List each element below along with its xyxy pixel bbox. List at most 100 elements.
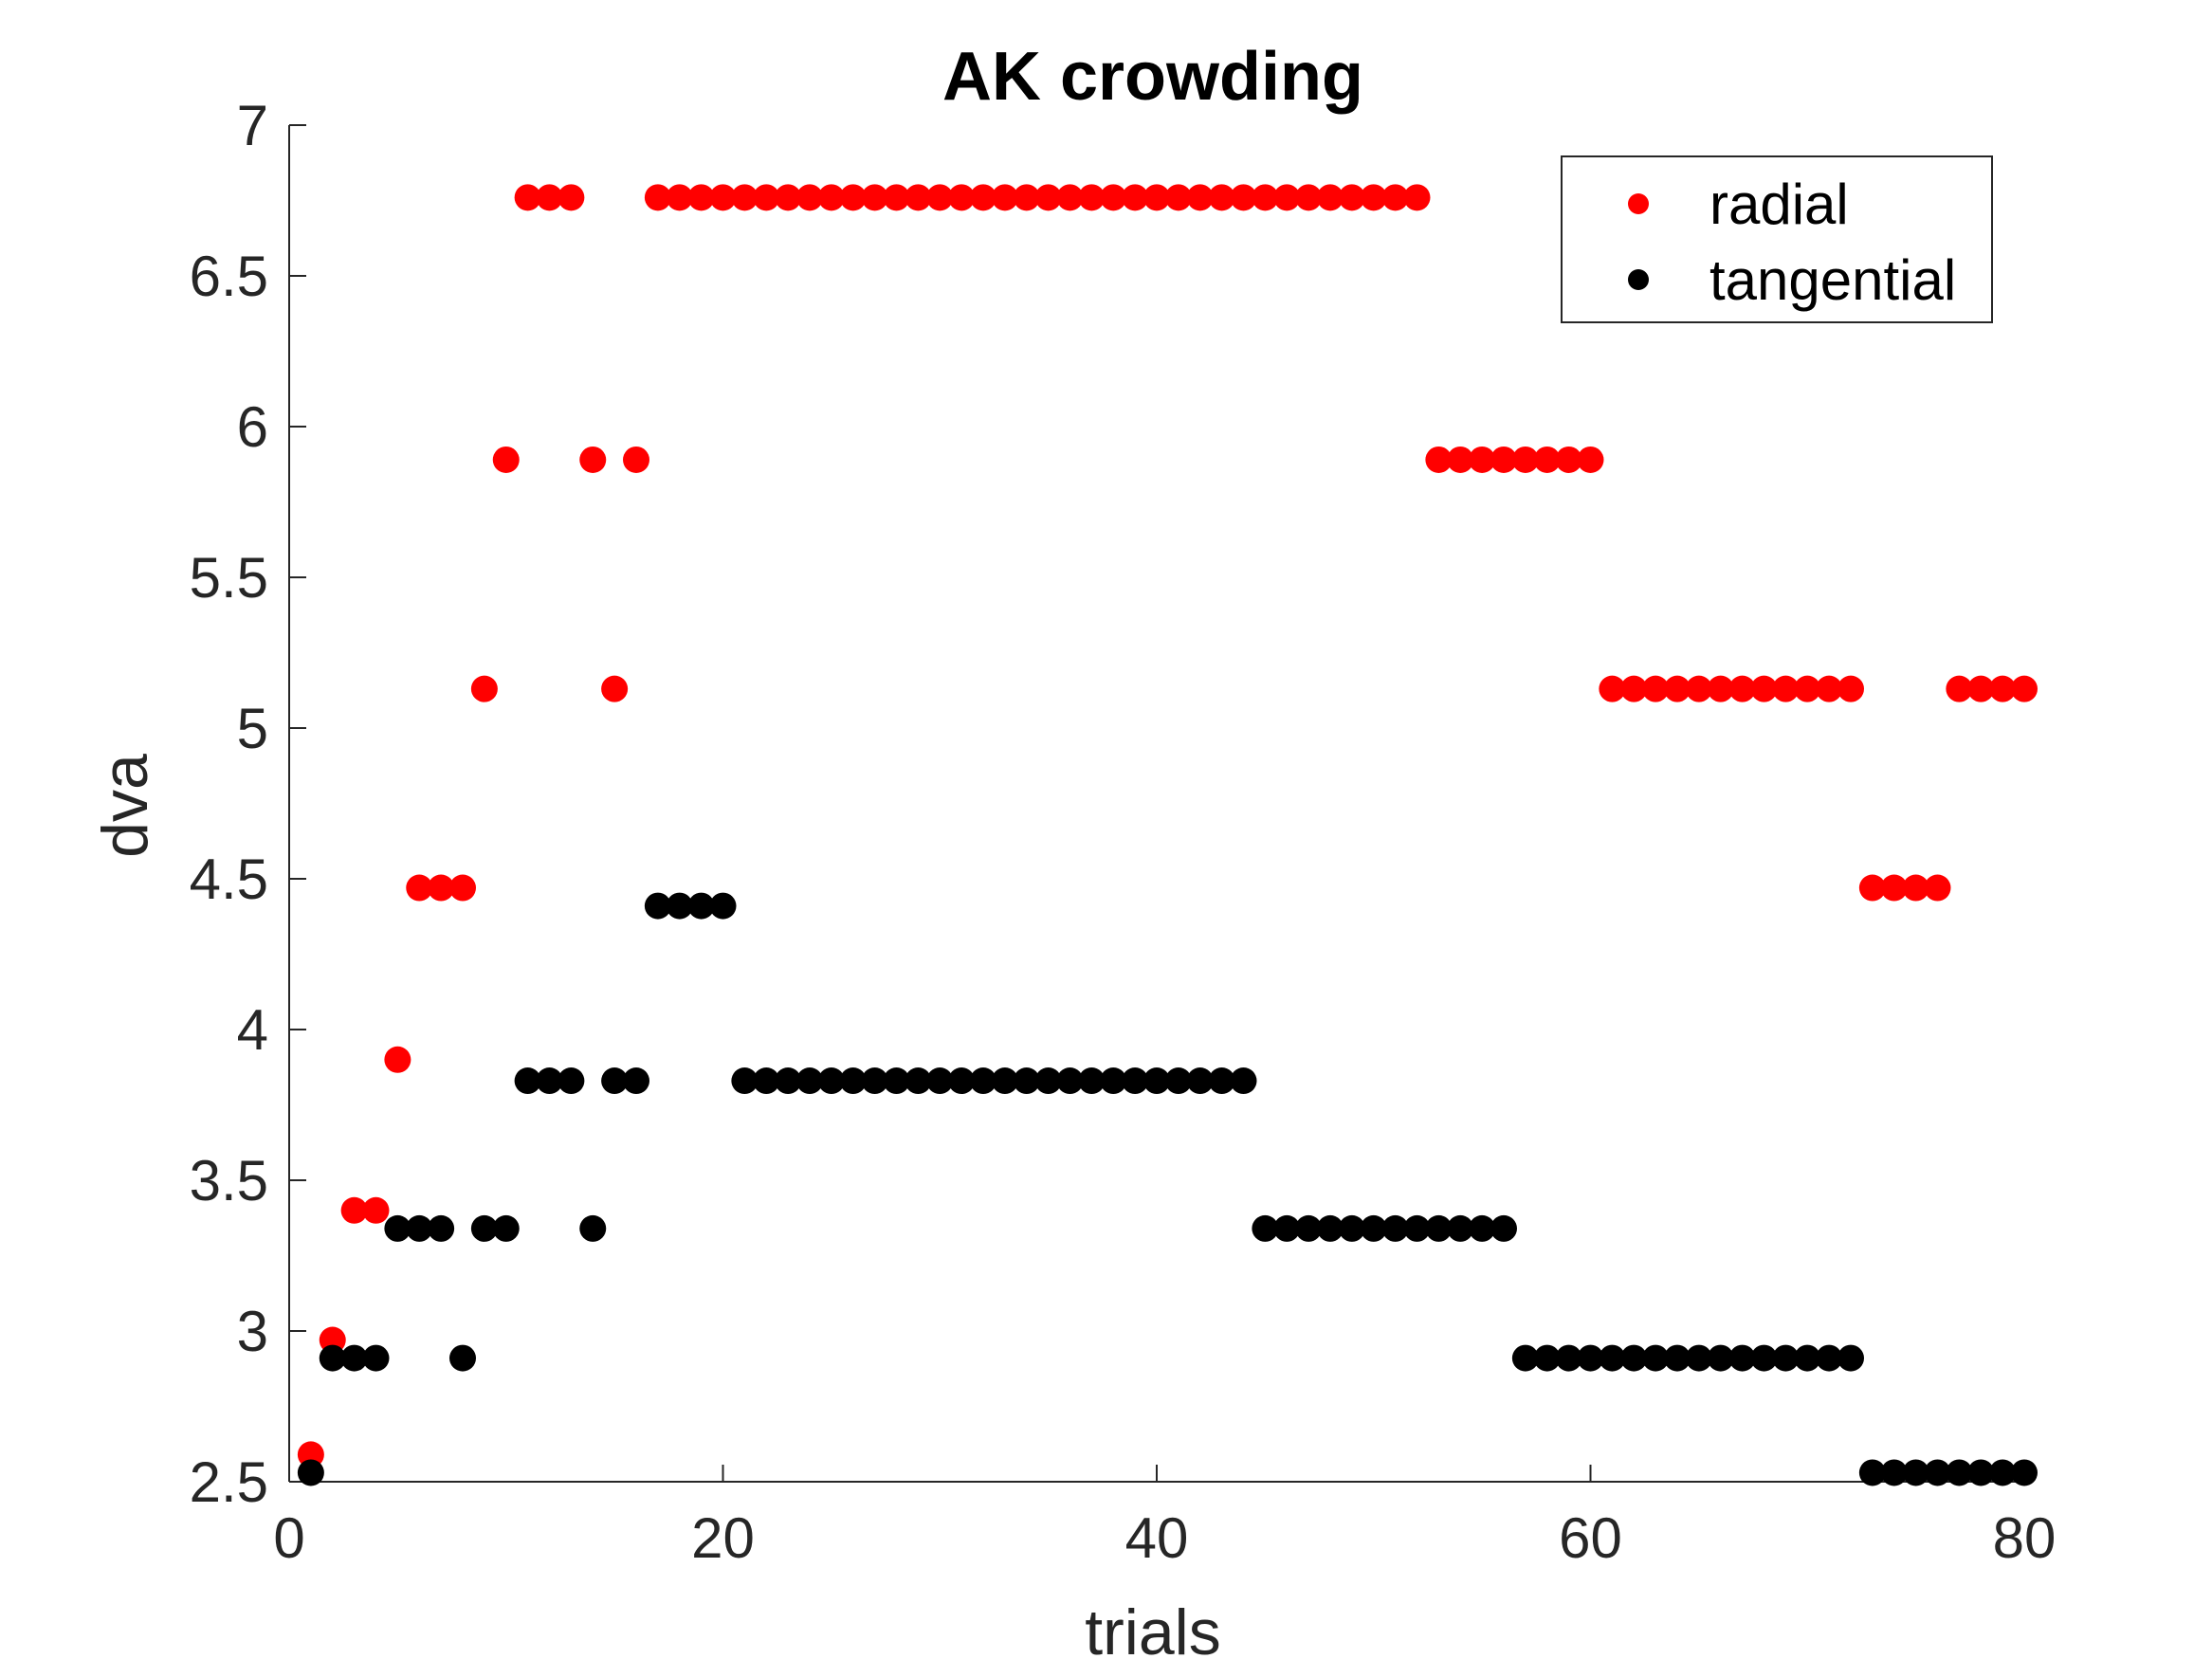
legend-box [1561, 155, 1993, 323]
radial-point [1967, 675, 1995, 702]
tangential-point [1511, 1344, 1539, 1372]
tangential-point [1230, 1067, 1257, 1095]
tangential-point [406, 1214, 433, 1242]
x-tick-label: 20 [691, 1506, 755, 1570]
radial-point [2011, 675, 2038, 702]
radial-point [775, 184, 802, 211]
legend-label-tangential: tangential [1709, 248, 1956, 312]
tangential-point [1208, 1067, 1235, 1095]
tangential-point [1447, 1214, 1474, 1242]
tangential-point [297, 1459, 324, 1486]
radial-point [1772, 675, 1800, 702]
tangential-point [319, 1344, 346, 1372]
radial-point [340, 1196, 368, 1224]
tangential-point [1642, 1344, 1670, 1372]
tangential-point [1728, 1344, 1756, 1372]
y-tick-label: 6 [237, 395, 268, 459]
radial-point [1620, 675, 1648, 702]
y-axis-label: dva [89, 754, 161, 858]
tangential-point [796, 1067, 823, 1095]
tangential-point [536, 1067, 563, 1095]
radial-point [1013, 184, 1040, 211]
radial-point [1403, 184, 1431, 211]
radial-point [1642, 675, 1670, 702]
radial-point [362, 1196, 390, 1224]
y-tick-label: 7 [237, 94, 268, 157]
tangential-point [775, 1067, 802, 1095]
tangential-point [601, 1067, 629, 1095]
y-tick-label: 4.5 [190, 848, 268, 911]
tangential-point [1858, 1459, 1886, 1486]
tangential-point [1599, 1344, 1626, 1372]
radial-point [514, 184, 541, 211]
radial-point [1273, 184, 1301, 211]
radial-point [1880, 874, 1908, 902]
legend: radial tangential [1561, 155, 1993, 323]
y-tick-label: 2.5 [190, 1450, 268, 1514]
radial-point [1794, 675, 1821, 702]
y-tick-label: 3 [237, 1300, 268, 1363]
radial-point [1728, 675, 1756, 702]
radial-point [644, 184, 671, 211]
radial-point [623, 446, 649, 473]
radial-point [1208, 184, 1235, 211]
radial-point [1425, 446, 1453, 473]
tangential-point [1989, 1459, 2017, 1486]
radial-point [1034, 184, 1062, 211]
tangential-point [449, 1344, 476, 1372]
tangential-point [687, 892, 715, 920]
x-tick-label: 80 [1993, 1506, 2057, 1570]
y-tick-label: 5.5 [190, 546, 268, 610]
radial-point [1707, 675, 1734, 702]
tangential-point [1620, 1344, 1648, 1372]
tangential-point [731, 1067, 759, 1095]
x-tick-label: 40 [1125, 1506, 1189, 1570]
tangential-point [1186, 1067, 1214, 1095]
legend-label-radial: radial [1709, 173, 1849, 236]
radial-point [948, 184, 976, 211]
radial-point [1186, 184, 1214, 211]
y-tick-label: 6.5 [190, 245, 268, 308]
radial-point [1490, 446, 1517, 473]
tangential-point [2011, 1459, 2038, 1486]
tangential-point [362, 1344, 390, 1372]
radial-point [839, 184, 867, 211]
radial-point [579, 446, 607, 473]
radial-point [558, 184, 585, 211]
tangential-point [1880, 1459, 1908, 1486]
tangential-point [1013, 1067, 1040, 1095]
radial-point [1816, 675, 1843, 702]
tangential-point [1100, 1067, 1127, 1095]
tangential-point [1164, 1067, 1192, 1095]
x-axis-label: trials [1085, 1596, 1221, 1659]
radial-point [1664, 675, 1691, 702]
tangential-point [1685, 1344, 1712, 1372]
radial-point [1381, 184, 1409, 211]
tangential-point [1750, 1344, 1778, 1372]
tangential-point [1403, 1214, 1431, 1242]
tangential-point [1664, 1344, 1691, 1372]
tangential-point [1122, 1067, 1149, 1095]
tangential-point [579, 1214, 607, 1242]
radial-point [1360, 184, 1387, 211]
radial-point [709, 184, 737, 211]
radial-point [1078, 184, 1106, 211]
radial-point [796, 184, 823, 211]
tangential-point [1381, 1214, 1409, 1242]
radial-point [536, 184, 563, 211]
tangential-point [1902, 1459, 1929, 1486]
radial-point [1858, 874, 1886, 902]
radial-point [470, 675, 498, 702]
tangential-point [1924, 1459, 1951, 1486]
radial-point [1577, 446, 1604, 473]
radial-point [970, 184, 996, 211]
tangential-point [623, 1067, 649, 1095]
radial-point [817, 184, 845, 211]
tangential-point [817, 1067, 845, 1095]
tangential-point [1772, 1344, 1800, 1372]
tangential-point [1577, 1344, 1604, 1372]
radial-point [731, 184, 759, 211]
radial-point [666, 184, 693, 211]
plot-area: 0 20 40 60 80 2.5 3 3.5 4 4.5 5 5.5 6 6.5 7 [190, 94, 2057, 1570]
tangential-point [1295, 1214, 1323, 1242]
